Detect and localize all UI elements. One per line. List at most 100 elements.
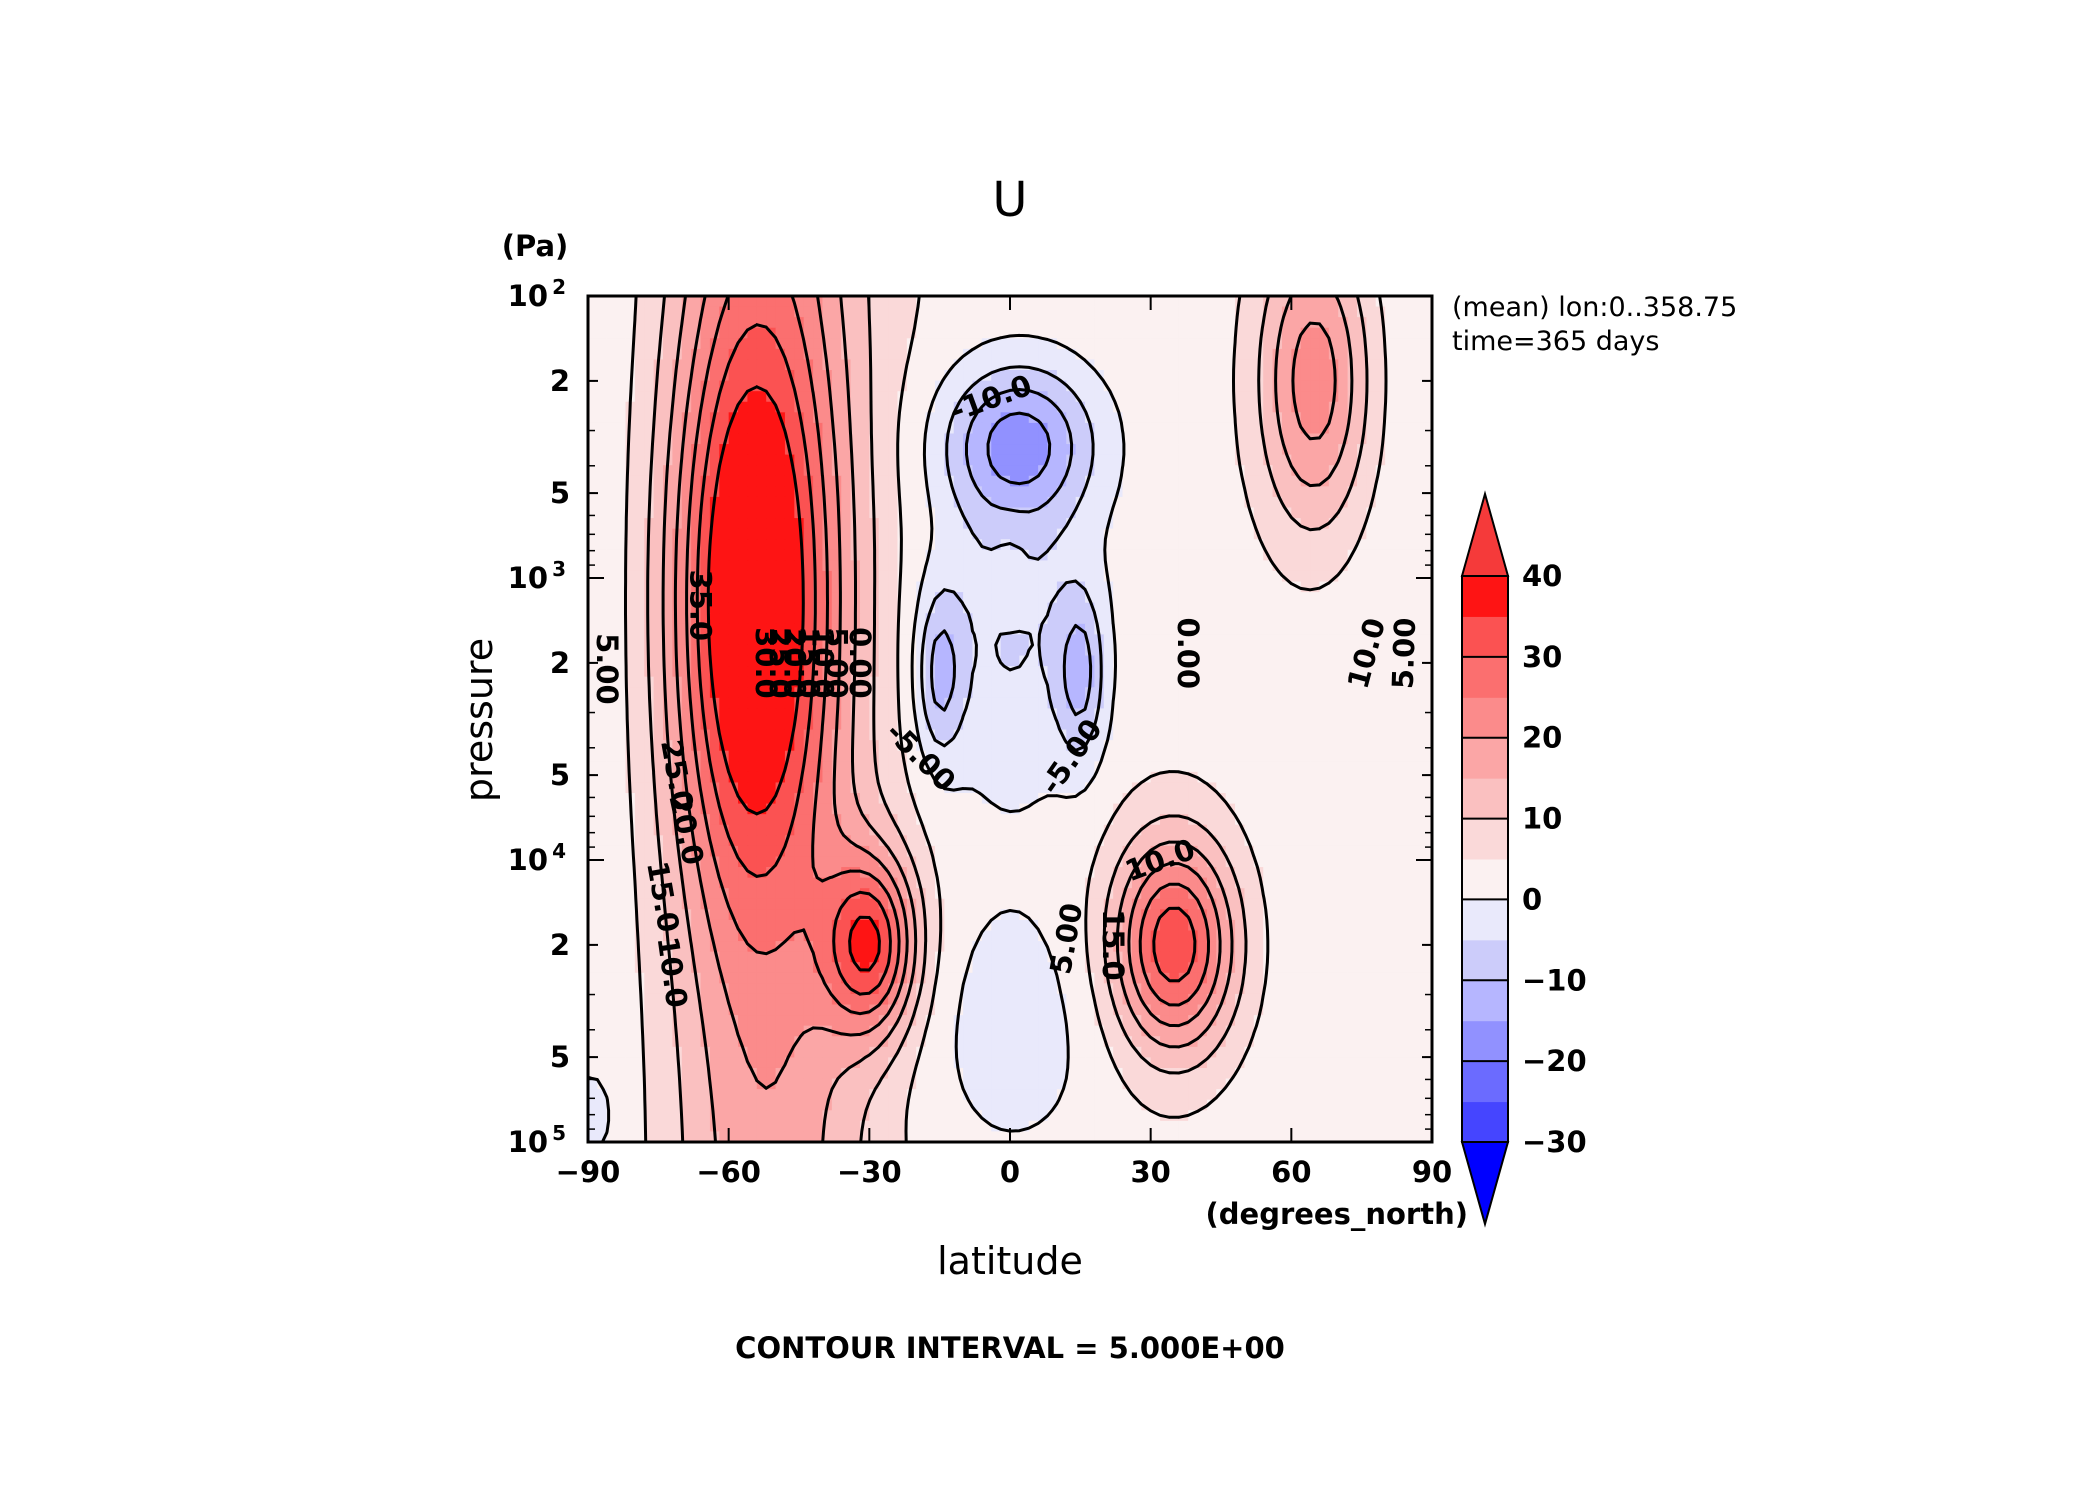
field-cell — [831, 803, 842, 815]
field-cell — [747, 592, 758, 604]
field-cell — [1113, 549, 1124, 561]
field-cell — [859, 581, 870, 593]
field-cell — [784, 317, 795, 329]
field-cell — [897, 338, 908, 350]
field-cell — [850, 835, 861, 847]
field-cell — [813, 613, 824, 625]
field-cell — [1347, 666, 1358, 678]
field-cell — [738, 549, 749, 561]
field-cell — [747, 750, 758, 762]
field-cell — [625, 348, 636, 361]
field-cell — [1413, 433, 1424, 445]
field-cell — [1131, 570, 1142, 583]
field-cell — [1385, 433, 1396, 445]
field-cell — [1019, 486, 1030, 498]
field-cell — [1216, 475, 1227, 487]
field-cell — [1366, 380, 1377, 392]
field-cell — [1375, 391, 1386, 403]
field-cell — [681, 761, 692, 773]
field-cell — [1253, 655, 1264, 667]
field-cell — [1347, 528, 1358, 540]
field-cell — [1150, 370, 1161, 382]
field-cell — [756, 581, 767, 593]
field-cell — [672, 793, 683, 805]
field-cell — [859, 877, 870, 889]
field-cell — [1394, 412, 1405, 424]
field-cell — [1131, 317, 1142, 329]
field-cell — [756, 845, 767, 858]
field-cell — [588, 296, 598, 308]
field-cell — [1347, 824, 1358, 836]
field-cell — [1160, 782, 1171, 794]
field-cell — [1028, 581, 1039, 593]
field-cell — [1385, 317, 1396, 329]
field-cell — [719, 729, 730, 741]
field-cell — [766, 644, 777, 657]
field-cell — [1385, 454, 1396, 466]
field-cell — [1281, 380, 1292, 392]
field-cell — [653, 570, 664, 583]
field-cell — [663, 655, 673, 667]
field-cell — [606, 454, 617, 466]
field-cell — [784, 549, 795, 561]
field-cell — [1160, 560, 1171, 572]
field-cell — [775, 486, 786, 498]
field-cell — [597, 655, 608, 667]
field-cell — [859, 560, 870, 572]
field-cell — [897, 771, 908, 784]
field-cell — [1235, 782, 1246, 794]
field-cell — [1206, 644, 1217, 657]
field-cell — [1056, 317, 1067, 329]
field-cell — [672, 391, 683, 403]
field-cell — [1385, 422, 1396, 435]
field-cell — [1319, 370, 1330, 382]
field-cell — [878, 433, 889, 445]
field-cell — [728, 655, 739, 667]
field-cell — [925, 803, 936, 815]
field-cell — [1047, 327, 1058, 339]
field-cell — [897, 803, 908, 815]
field-cell — [625, 496, 636, 509]
field-cell — [775, 719, 786, 731]
field-cell — [1244, 740, 1255, 752]
field-cell — [822, 401, 833, 413]
field-cell — [1235, 761, 1246, 773]
field-cell — [822, 877, 833, 889]
field-cell — [1010, 560, 1020, 572]
field-cell — [1235, 475, 1246, 487]
field-cell — [606, 570, 617, 583]
field-cell — [1422, 560, 1432, 572]
field-cell — [681, 750, 692, 762]
field-cell — [1150, 824, 1161, 836]
field-cell — [1113, 359, 1124, 371]
field-cell — [606, 370, 617, 382]
field-cell — [1281, 697, 1292, 710]
field-cell — [634, 348, 645, 361]
field-cell — [1094, 422, 1105, 435]
field-cell — [1216, 348, 1227, 361]
field-cell — [1197, 475, 1208, 487]
field-cell — [1150, 507, 1161, 519]
field-cell — [1160, 592, 1171, 604]
field-cell — [925, 750, 936, 762]
field-cell — [1150, 613, 1161, 625]
field-cell — [1338, 803, 1349, 815]
field-cell — [663, 814, 673, 826]
field-cell — [1403, 581, 1414, 593]
field-cell — [700, 475, 711, 487]
field-cell — [588, 687, 598, 699]
field-cell — [831, 348, 842, 361]
field-cell — [991, 518, 1002, 530]
field-cell — [1122, 803, 1133, 815]
field-cell — [1038, 370, 1049, 382]
field-cell — [1225, 422, 1236, 435]
field-cell — [1197, 412, 1208, 424]
field-cell — [944, 771, 955, 784]
field-cell — [1188, 856, 1199, 868]
field-cell — [1422, 634, 1432, 646]
field-cell — [1150, 634, 1161, 646]
field-cell — [1413, 750, 1424, 762]
field-cell — [963, 740, 974, 752]
field-cell — [934, 782, 945, 794]
field-cell — [1150, 697, 1161, 710]
